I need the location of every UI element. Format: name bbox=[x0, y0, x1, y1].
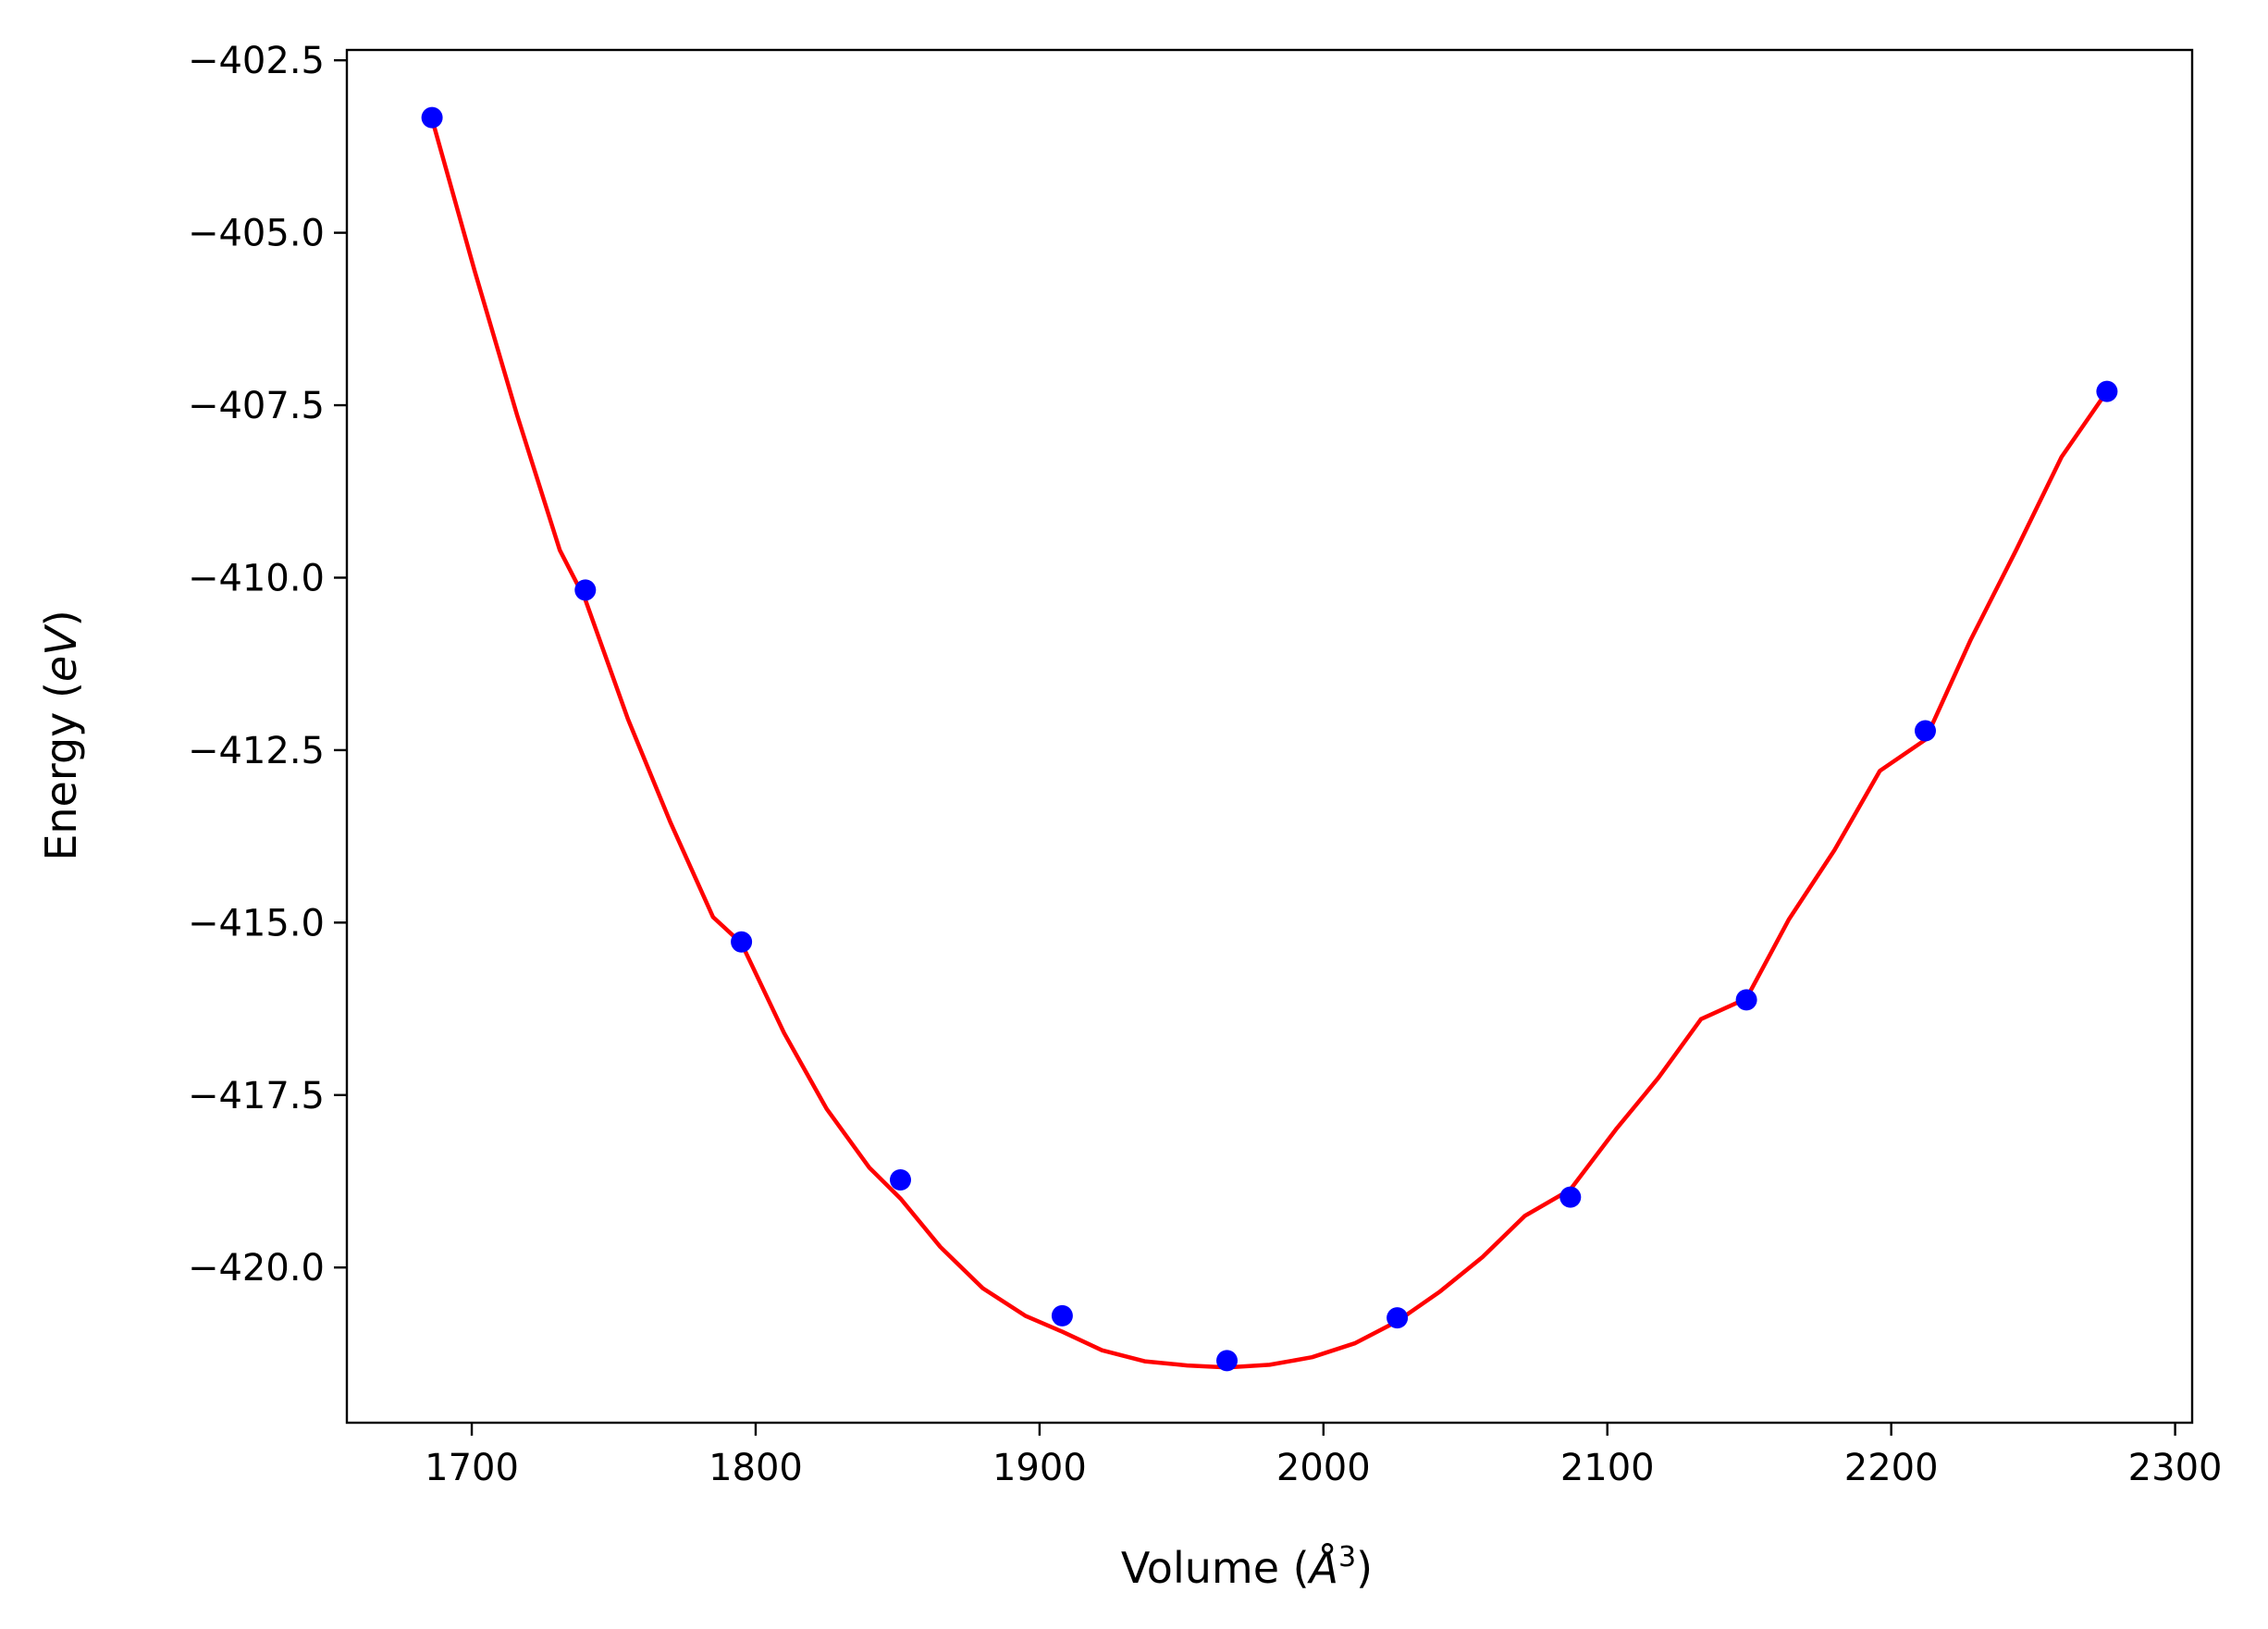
y-tick-label: −412.5 bbox=[188, 730, 325, 772]
y-axis-label: Energy (eV) bbox=[36, 610, 86, 860]
x-tick-label: 2300 bbox=[2128, 1447, 2223, 1489]
plot-frame bbox=[345, 48, 2194, 1425]
data-point-marker bbox=[731, 931, 753, 953]
data-point-marker bbox=[2096, 380, 2118, 402]
y-tick-label: −407.5 bbox=[188, 385, 325, 427]
x-tick-label: 2200 bbox=[1844, 1447, 1939, 1489]
data-point-marker bbox=[1559, 1186, 1582, 1208]
y-tick-label: −415.0 bbox=[188, 902, 325, 944]
data-point-marker bbox=[1051, 1304, 1073, 1327]
y-axis-label-main: Energy ( bbox=[36, 682, 86, 861]
x-axis-label: Volume (Å3) bbox=[1121, 1541, 1373, 1593]
x-axis-ticks: 1700 1800 1900 2000 2100 2200 2300 bbox=[425, 1423, 2222, 1489]
y-tick-label: −410.0 bbox=[188, 557, 325, 599]
y-tick-label: −420.0 bbox=[188, 1247, 325, 1290]
y-tick-label: −417.5 bbox=[188, 1075, 325, 1117]
x-axis-label-exponent: 3 bbox=[1338, 1541, 1356, 1573]
x-tick-label: 1700 bbox=[425, 1447, 519, 1489]
y-axis-label-close: ) bbox=[36, 610, 86, 626]
y-axis-ticks: −402.5 −405.0 −407.5 −410.0 −412.5 −415.0 −417… bbox=[188, 40, 347, 1290]
plot-series bbox=[421, 106, 2118, 1372]
x-axis-label-close: ) bbox=[1356, 1543, 1373, 1593]
data-point-marker bbox=[574, 579, 597, 601]
x-tick-label: 1800 bbox=[709, 1447, 803, 1489]
data-point-marker bbox=[1915, 720, 1936, 742]
x-tick-label: 2000 bbox=[1276, 1447, 1371, 1489]
x-tick-label: 1900 bbox=[992, 1447, 1087, 1489]
x-axis-label-main: Volume ( bbox=[1121, 1543, 1310, 1593]
y-tick-label: −402.5 bbox=[188, 40, 325, 82]
x-tick-label: 2100 bbox=[1560, 1447, 1655, 1489]
data-point-marker bbox=[1216, 1350, 1238, 1372]
x-axis-label-symbol: Å bbox=[1307, 1543, 1338, 1593]
data-point-marker bbox=[890, 1169, 911, 1191]
data-point-marker bbox=[1387, 1307, 1409, 1329]
y-tick-label: −405.0 bbox=[188, 213, 325, 255]
data-point-marker bbox=[421, 106, 443, 129]
data-point-marker bbox=[1735, 989, 1757, 1011]
y-axis-label-unit: eV bbox=[36, 623, 86, 682]
